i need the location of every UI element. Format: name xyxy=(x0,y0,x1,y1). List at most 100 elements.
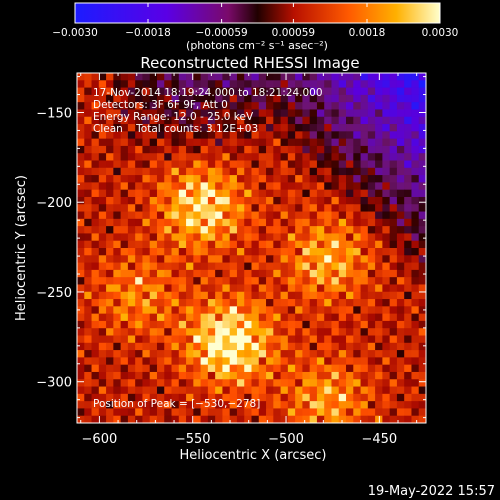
heatmap-cell xyxy=(316,284,325,293)
heatmap-cell xyxy=(302,102,311,110)
heatmap-cell xyxy=(77,255,85,263)
heatmap-cell xyxy=(404,320,412,329)
heatmap-cell xyxy=(77,138,85,147)
plot-frame xyxy=(76,72,427,424)
heatmap-cell xyxy=(164,277,172,285)
heatmap-cell xyxy=(251,218,260,227)
heatmap-cell xyxy=(382,124,391,132)
heatmap-cell xyxy=(207,167,216,176)
heatmap-cell xyxy=(375,335,383,344)
heatmap-cell xyxy=(171,240,180,249)
heatmap-cell xyxy=(200,255,209,263)
heatmap-cell xyxy=(367,357,376,366)
heatmap-cell xyxy=(382,371,391,380)
heatmap-cell xyxy=(113,393,122,402)
heatmap-cell xyxy=(113,350,122,358)
heatmap-cell xyxy=(178,94,187,103)
heatmap-cell xyxy=(207,175,216,183)
heatmap-cell xyxy=(77,116,85,125)
heatmap-cell xyxy=(127,153,136,161)
heatmap-cell xyxy=(215,87,223,96)
heatmap-cell xyxy=(295,116,303,125)
heatmap-cell xyxy=(236,335,245,344)
heatmap-cell xyxy=(135,313,143,322)
heatmap-cell xyxy=(156,364,165,373)
heatmap-cell xyxy=(346,284,354,293)
heatmap-cell xyxy=(215,408,223,417)
heatmap-cell xyxy=(316,299,325,307)
heatmap-cell xyxy=(244,328,252,336)
heatmap-cell xyxy=(200,401,209,409)
heatmap-cell xyxy=(338,226,347,234)
heatmap-cell xyxy=(302,233,311,242)
heatmap-cell xyxy=(200,160,209,169)
heatmap-cell xyxy=(251,379,260,387)
heatmap-cell xyxy=(229,415,238,424)
heatmap-cell xyxy=(149,145,158,154)
heatmap-cell xyxy=(91,350,100,358)
heatmap-cell xyxy=(135,255,143,263)
heatmap-cell xyxy=(316,291,325,300)
heatmap-cell xyxy=(135,189,143,198)
heatmap-cell xyxy=(396,320,405,329)
heatmap-cell xyxy=(127,189,136,198)
heatmap-cell xyxy=(309,138,318,147)
heatmap-cell xyxy=(418,379,427,387)
heatmap-cell xyxy=(251,73,260,81)
heatmap-cell xyxy=(106,335,114,344)
heatmap-cell xyxy=(98,379,107,387)
heatmap-cell xyxy=(346,226,354,234)
heatmap-cell xyxy=(200,408,209,417)
heatmap-cell xyxy=(229,124,238,132)
heatmap-cell xyxy=(171,415,180,424)
heatmap-cell xyxy=(193,189,201,198)
heatmap-cell xyxy=(127,138,136,147)
heatmap-cell xyxy=(302,167,311,176)
heatmap-cell xyxy=(77,379,85,387)
heatmap-cell xyxy=(331,145,340,154)
heatmap-cell xyxy=(273,226,281,234)
heatmap-cell xyxy=(84,335,92,344)
heatmap-cell xyxy=(215,109,223,118)
x-axis-tick-labels: −600 −550 −500 −450 xyxy=(82,432,398,447)
heatmap-cell xyxy=(135,320,143,329)
heatmap-cell xyxy=(186,269,194,278)
heatmap-cell xyxy=(338,73,347,81)
heatmap-cell xyxy=(367,408,376,417)
heatmap-cell xyxy=(156,299,165,307)
heatmap-cell xyxy=(222,299,231,307)
heatmap-cell xyxy=(229,94,238,103)
y-axis-tick-labels: −150−200−250−300 xyxy=(36,106,72,390)
heatmap-cell xyxy=(331,94,340,103)
heatmap-cell xyxy=(120,182,129,191)
heatmap-cell xyxy=(382,291,391,300)
heatmap-cell xyxy=(287,342,296,351)
heatmap-cell xyxy=(418,386,427,395)
heatmap-cell xyxy=(135,269,143,278)
heatmap-cell xyxy=(346,269,354,278)
heatmap-cell xyxy=(84,124,92,132)
heatmap-cell xyxy=(142,153,151,161)
heatmap-cell xyxy=(280,218,289,227)
heatmap-cell xyxy=(346,189,354,198)
heatmap-cell xyxy=(287,182,296,191)
heatmap-cell xyxy=(375,153,383,161)
heatmap-cell xyxy=(324,357,332,366)
heatmap-cell xyxy=(324,175,332,183)
heatmap-cell xyxy=(316,415,325,424)
heatmap-cell xyxy=(411,262,420,271)
heatmap-cell xyxy=(411,269,420,278)
heatmap-cell xyxy=(324,87,332,96)
heatmap-cell xyxy=(404,196,412,205)
heatmap-cell xyxy=(382,379,391,387)
heatmap-cell xyxy=(222,328,231,336)
peak-position-label: Position of Peak = [−530,−278] xyxy=(93,398,260,410)
heatmap-cell xyxy=(91,87,100,96)
heatmap-cell xyxy=(149,342,158,351)
heatmap-cell xyxy=(215,364,223,373)
heatmap-cell xyxy=(207,299,216,307)
heatmap-cell xyxy=(353,328,361,336)
heatmap-cell xyxy=(309,335,318,344)
heatmap-cell xyxy=(186,80,194,88)
heatmap-cell xyxy=(309,240,318,249)
